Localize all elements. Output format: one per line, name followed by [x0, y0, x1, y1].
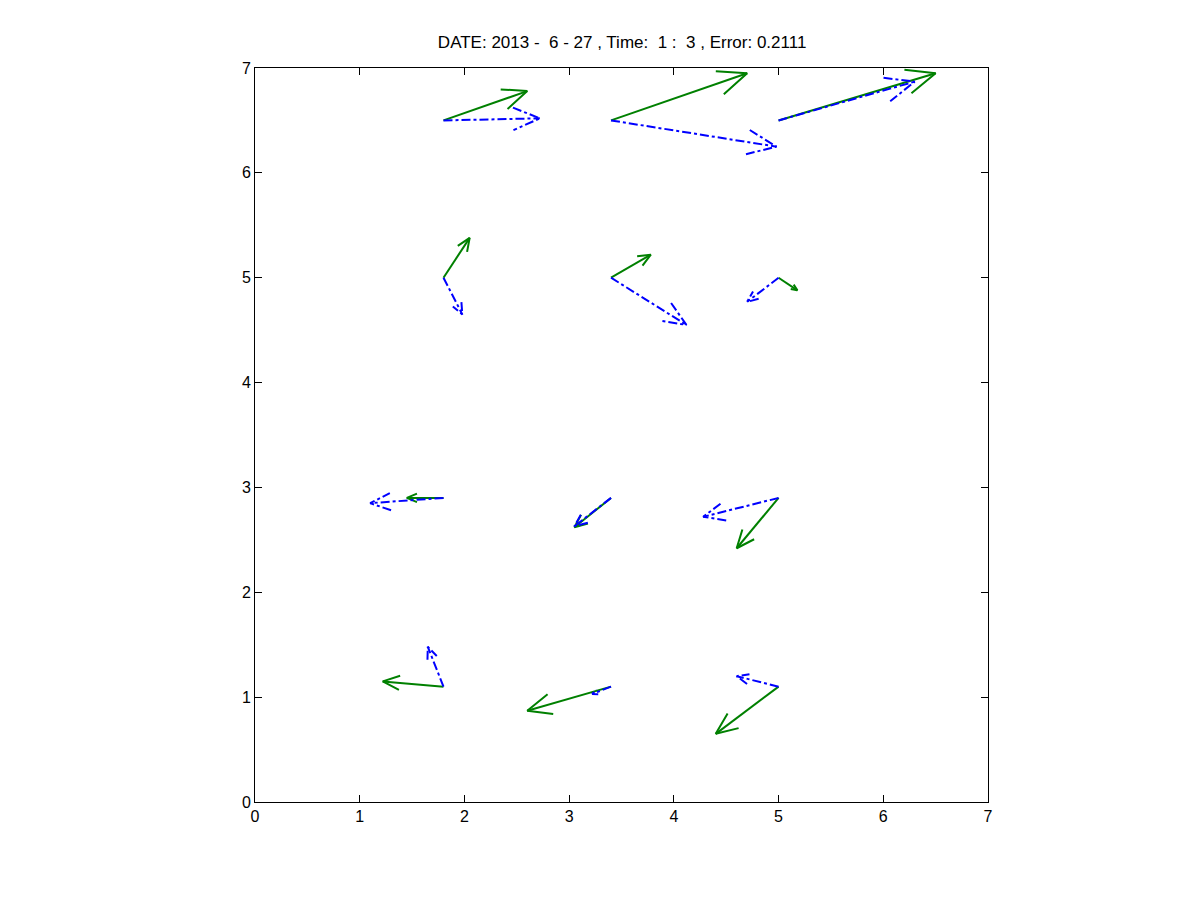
svg-text:6: 6: [879, 808, 888, 825]
svg-text:0: 0: [251, 808, 260, 825]
svg-text:2: 2: [242, 584, 251, 601]
svg-text:5: 5: [242, 269, 251, 286]
svg-text:1: 1: [242, 689, 251, 706]
svg-text:4: 4: [669, 808, 678, 825]
svg-text:7: 7: [242, 60, 251, 77]
svg-text:0: 0: [242, 794, 251, 811]
svg-text:1: 1: [355, 808, 364, 825]
svg-text:2: 2: [460, 808, 469, 825]
svg-text:6: 6: [242, 164, 251, 181]
svg-text:DATE: 2013 - 6 - 27 , Time:: DATE: 2013 - 6 - 27 , Time: 1 : 3 , Erro…: [438, 33, 807, 52]
svg-text:7: 7: [984, 808, 993, 825]
svg-text:3: 3: [242, 479, 251, 496]
svg-text:4: 4: [242, 374, 251, 391]
svg-text:3: 3: [565, 808, 574, 825]
svg-text:5: 5: [774, 808, 783, 825]
